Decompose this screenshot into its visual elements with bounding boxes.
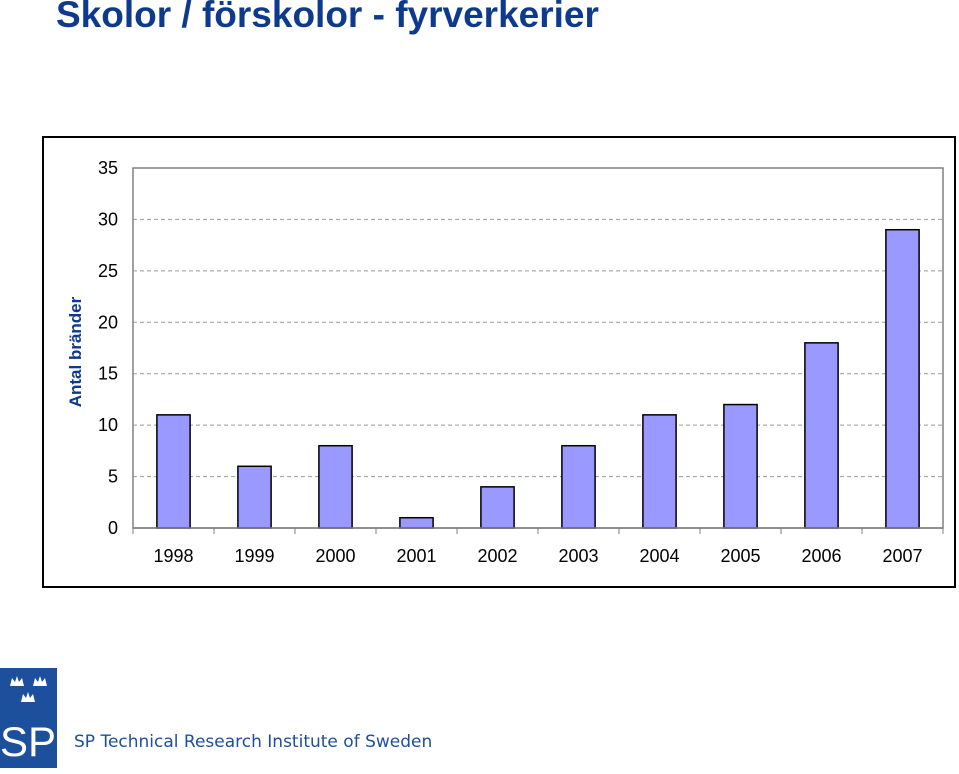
three-crowns-icon xyxy=(10,676,47,702)
y-tick-label: 0 xyxy=(108,518,118,538)
y-tick-label: 35 xyxy=(98,158,118,178)
bar-2005 xyxy=(723,403,758,529)
y-tick-label: 5 xyxy=(108,467,118,487)
bar-1998 xyxy=(156,414,191,529)
x-tick-label: 2003 xyxy=(558,546,598,566)
bars xyxy=(156,228,920,529)
bar-2003 xyxy=(561,444,596,529)
y-tick-label: 10 xyxy=(98,415,118,435)
x-tick-label: 2006 xyxy=(801,546,841,566)
sp-three-crowns-logo-icon: SP xyxy=(0,676,56,765)
y-tick-label: 20 xyxy=(98,312,118,332)
slide-title: Skolor / förskolor - fyrverkerier xyxy=(56,0,599,35)
x-tick-label: 2004 xyxy=(639,546,679,566)
y-tick-label: 30 xyxy=(98,209,118,229)
x-tick-label: 2000 xyxy=(315,546,355,566)
logo-text: SP xyxy=(0,718,56,765)
bar-2001 xyxy=(399,516,434,529)
x-tick-label: 2007 xyxy=(882,546,922,566)
x-tick-label: 1998 xyxy=(153,546,193,566)
footer-org-name: SP Technical Research Institute of Swede… xyxy=(74,732,433,752)
bar-2002 xyxy=(480,486,515,529)
sp-logo: SP xyxy=(0,668,57,768)
x-tick-label: 2001 xyxy=(396,546,436,566)
bar-2004 xyxy=(642,414,677,529)
x-tick-label: 1999 xyxy=(234,546,274,566)
x-ticks xyxy=(132,528,944,534)
x-tick-label: 2005 xyxy=(720,546,760,566)
bar-2006 xyxy=(804,342,839,529)
y-tick-label: 15 xyxy=(98,364,118,384)
bar-1999 xyxy=(237,465,272,529)
chart-frame xyxy=(42,136,956,588)
y-tick-labels: 0 5 10 15 20 25 30 35 xyxy=(98,158,118,538)
y-tick-label: 25 xyxy=(98,261,118,281)
x-tick-label: 2002 xyxy=(477,546,517,566)
x-tick-labels: 1998 1999 2000 2001 2002 2003 2004 2005 2006 2007 xyxy=(153,546,922,566)
bar-2007 xyxy=(885,228,920,529)
bar-2000 xyxy=(318,444,353,529)
